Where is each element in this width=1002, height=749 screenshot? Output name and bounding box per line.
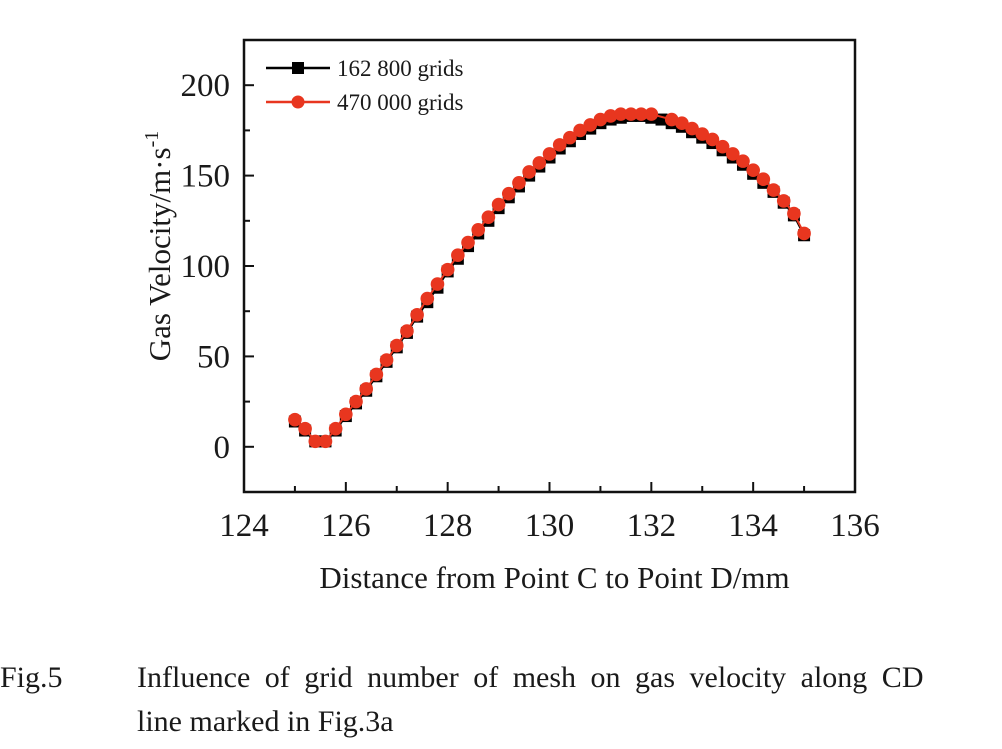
data-point-circle [776, 194, 791, 208]
data-point-circle [726, 147, 740, 161]
data-point-circle [501, 186, 516, 201]
data-point-circle [440, 262, 455, 277]
data-point-circle [491, 197, 506, 212]
legend-label: 470 000 grids [337, 90, 464, 115]
data-point-circle [797, 226, 811, 241]
data-point-circle [736, 154, 750, 168]
series-fine-grid [288, 107, 811, 449]
data-point-circle [400, 324, 414, 338]
data-point-circle [644, 107, 659, 121]
legend-marker-circle [291, 95, 305, 109]
y-tick-label: 50 [197, 339, 230, 375]
legend-item: 470 000 grids [266, 90, 464, 115]
data-point-circle [522, 165, 536, 179]
data-point-circle [613, 107, 628, 121]
data-point-circle [603, 109, 618, 123]
data-point-circle [573, 123, 587, 138]
x-tick-label: 134 [728, 508, 778, 544]
data-point-circle [675, 116, 689, 130]
legend-item: 162 800 grids [266, 56, 464, 81]
data-point-circle [410, 308, 424, 322]
data-point-circle [349, 394, 363, 409]
y-tick-label: 0 [214, 430, 231, 466]
data-point-circle [634, 107, 648, 121]
chart: 124 126 128 130 132 134 136 0 50 100 150 200 162 8… [141, 38, 880, 595]
data-point-circle [624, 107, 638, 121]
data-point-circle [756, 172, 771, 187]
series-layer [288, 107, 811, 449]
data-point-circle [420, 291, 435, 306]
x-tick-label: 126 [321, 508, 371, 544]
y-axis-label: Gas Velocity/m·s-1 [141, 131, 177, 362]
x-tick-label: 130 [525, 508, 575, 544]
data-point-circle [685, 121, 699, 136]
data-point-circle [695, 127, 710, 141]
y-axis: 0 50 100 150 200 [181, 68, 254, 466]
caption-line-2: line marked in Fig.3a [137, 705, 394, 738]
data-point-circle [389, 338, 404, 353]
x-axis-label: Distance from Point C to Point D/mm [319, 560, 789, 595]
data-point-circle [552, 138, 567, 152]
data-point-circle [471, 223, 486, 237]
y-tick-label: 100 [181, 249, 231, 285]
data-point-circle [583, 118, 598, 132]
data-point-circle [308, 434, 323, 449]
y-axis-label-main: Gas Velocity/m·s [142, 147, 177, 361]
data-point-circle [369, 367, 384, 382]
data-point-circle [451, 248, 465, 262]
data-point-circle [339, 407, 353, 422]
x-axis: 124 126 128 130 132 134 136 [219, 482, 880, 544]
legend-label: 162 800 grids [337, 56, 464, 81]
data-point-circle [430, 277, 445, 291]
data-point-circle [542, 147, 557, 161]
data-point-circle [563, 130, 577, 145]
data-point-circle [328, 421, 343, 436]
y-tick-label: 150 [181, 159, 231, 195]
x-tick-label: 124 [219, 508, 269, 544]
data-point-circle [359, 382, 374, 396]
data-point-circle [288, 412, 302, 427]
data-point-circle [532, 156, 547, 170]
data-point-circle [461, 235, 475, 250]
y-tick-label: 200 [181, 68, 231, 104]
data-point-circle [787, 206, 801, 221]
data-point-circle [481, 210, 496, 224]
data-point-circle [298, 421, 312, 436]
y-axis-label-superscript: -1 [141, 131, 163, 148]
x-tick-label: 136 [830, 508, 880, 544]
data-point-circle [512, 176, 526, 190]
figure-label: Fig.5 [0, 661, 63, 694]
data-point-circle [379, 353, 394, 367]
x-tick-label: 128 [423, 508, 473, 544]
data-point-circle [715, 139, 730, 154]
legend-marker-square [292, 62, 304, 74]
legend: 162 800 grids 470 000 grids [266, 56, 464, 115]
data-point-circle [318, 434, 333, 449]
x-tick-label: 132 [627, 508, 677, 544]
data-point-circle [705, 132, 720, 147]
data-point-circle [766, 183, 781, 197]
data-point-circle [746, 163, 760, 177]
caption-line-1: Influence of grid number of mesh on gas … [137, 661, 924, 694]
